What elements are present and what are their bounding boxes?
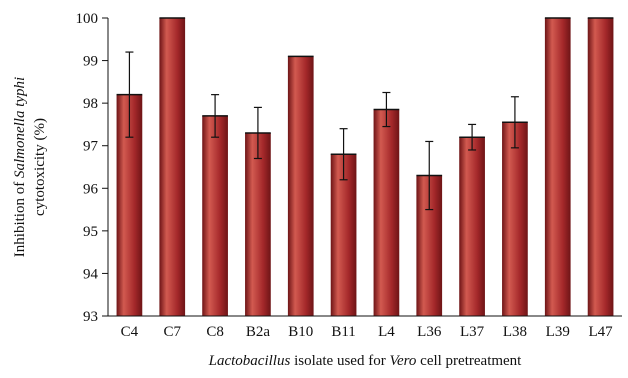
y-tick-label: 99 xyxy=(83,54,98,70)
y-tick-label: 93 xyxy=(83,309,98,325)
x-tick-label-l39: L39 xyxy=(546,324,570,340)
y-axis-tick-labels: 93 94 95 96 97 98 99 100 xyxy=(76,11,99,325)
y-tick-label: 95 xyxy=(83,224,98,240)
bar-b10 xyxy=(287,56,314,317)
y-axis-title-line2: cytotoxicity (%) xyxy=(32,118,48,216)
bar-l39 xyxy=(544,18,571,316)
x-tick-label-l37: L37 xyxy=(460,324,485,340)
bar-b2a xyxy=(245,132,271,316)
x-tick-label-b11: B11 xyxy=(331,324,355,340)
bar-l47 xyxy=(587,18,614,316)
y-tick-label: 100 xyxy=(76,11,99,27)
x-tick-label-l36: L36 xyxy=(417,324,442,340)
y-tick-label: 96 xyxy=(83,181,99,197)
x-tick-label-l47: L47 xyxy=(588,324,613,340)
x-axis-tick-labels: C4 C7 C8 B2a B10 B11 L4 L36 L37 L38 L39 L47 xyxy=(121,324,614,340)
y-tick-label: 98 xyxy=(83,96,98,112)
bar-b11 xyxy=(330,154,357,316)
x-tick-label-c8: C8 xyxy=(206,324,224,340)
y-tick-label: 94 xyxy=(83,266,99,282)
x-tick-label-b2a: B2a xyxy=(246,324,271,340)
y-tick-label: 97 xyxy=(83,139,99,155)
bar-c7 xyxy=(159,18,186,316)
y-axis-title-line1: Inhibition of Salmonella typhi xyxy=(12,77,28,257)
bar-l38 xyxy=(502,122,528,316)
x-axis-title: Lactobacillus isolate used for Vero cell… xyxy=(208,353,523,369)
x-tick-label-l38: L38 xyxy=(503,324,527,340)
y-axis-ticks xyxy=(102,17,108,317)
x-tick-label-l4: L4 xyxy=(378,324,395,340)
x-tick-label-b10: B10 xyxy=(288,324,313,340)
bar-c8 xyxy=(202,115,228,317)
x-tick-label-c7: C7 xyxy=(163,324,181,340)
bar-l4 xyxy=(373,109,400,317)
bar-l37 xyxy=(459,137,485,316)
error-bars xyxy=(125,51,519,211)
bars xyxy=(116,17,614,317)
x-tick-label-c4: C4 xyxy=(121,324,139,340)
